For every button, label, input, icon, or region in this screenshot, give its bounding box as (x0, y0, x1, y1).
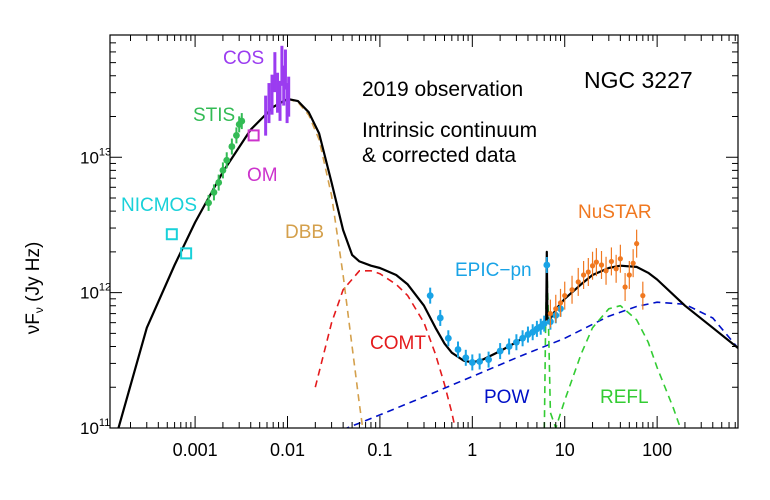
nustar-point (613, 266, 619, 272)
label-nustar: NuSTAR (578, 202, 652, 223)
epic-pn-point (444, 334, 452, 342)
axis-tick-labels: 0.001 0.01 0.1 1 10 100 1011 1012 1013 (80, 146, 672, 460)
nustar-point (585, 269, 591, 275)
epic-pn-point (485, 356, 492, 364)
nustar-point (553, 306, 559, 312)
series-pow-line (344, 301, 738, 428)
annotation-corrected: & corrected data (362, 144, 516, 167)
nustar-point (617, 256, 623, 262)
y-axis-label-subscript: ν (32, 307, 46, 313)
stis-point (228, 143, 236, 150)
epic-pn-point (476, 358, 484, 365)
nustar-point (608, 258, 615, 265)
nustar-point (589, 263, 596, 269)
x-tick-label: 0.001 (173, 440, 218, 460)
stis-point (219, 166, 227, 174)
epic-pn-point (513, 338, 520, 346)
label-cos: COS (223, 48, 264, 69)
series-comt-line (314, 270, 456, 428)
label-dbb: DBB (285, 222, 324, 243)
y-tick-label: 1012 (80, 282, 111, 303)
nustar-point (569, 287, 575, 293)
om-point (247, 129, 260, 142)
y-axis-label: νFν (Jy Hz) (23, 242, 46, 335)
annotation-observation: 2019 observation (362, 78, 523, 101)
epic-pn-point (505, 343, 513, 350)
label-refl: REFL (600, 387, 649, 408)
stis-point (233, 132, 240, 139)
nustar-point (634, 241, 640, 247)
x-tick-label: 1 (467, 440, 477, 460)
x-tick-label: 10 (555, 440, 575, 460)
label-epic-pn: EPIC−pn (455, 260, 532, 281)
series-total-line (117, 97, 738, 428)
axis-ticks (110, 34, 738, 429)
label-om: OM (247, 165, 278, 186)
y-tick-label: 1011 (80, 417, 110, 438)
label-comt: COMT (370, 333, 426, 354)
model-curves (117, 97, 738, 428)
nustar-point (562, 293, 568, 299)
x-tick-label: 0.1 (367, 440, 392, 460)
annotation-target: NGC 3227 (584, 67, 693, 93)
epic-pn-point (468, 359, 476, 366)
nustar-point (547, 310, 554, 317)
stis-point (238, 117, 246, 125)
epic-pn-point (519, 334, 526, 342)
x-tick-label: 0.01 (270, 440, 305, 460)
annotation-intrinsic: Intrinsic continuum (362, 119, 537, 142)
nustar-point (580, 272, 587, 278)
label-pow: POW (484, 387, 529, 408)
nicmos-point (180, 247, 193, 260)
epic-pn-point (454, 346, 462, 353)
stis-point (205, 199, 212, 207)
epic-pn-point (436, 314, 444, 322)
epic-pn-point (462, 354, 470, 362)
nustar-point (598, 262, 605, 268)
y-axis-label-main: νF (23, 313, 44, 334)
x-tick-label: 100 (642, 440, 672, 460)
nustar-point (593, 259, 599, 265)
data-points (165, 45, 646, 371)
y-axis-label-unit: (Jy Hz) (23, 242, 44, 307)
nustar-point (626, 272, 632, 278)
nustar-point (557, 300, 564, 306)
epic-pn-point (540, 320, 548, 328)
nustar-point (622, 284, 628, 290)
y-tick-label: 1013 (80, 146, 111, 167)
nustar-point (630, 260, 636, 266)
label-nicmos: NICMOS (121, 195, 197, 216)
label-stis: STIS (193, 105, 235, 126)
nicmos-point (165, 228, 178, 241)
epic-pn-point (426, 292, 434, 300)
epic-pn-point (496, 347, 504, 355)
epic-pn-point (543, 261, 551, 269)
stis-point (210, 189, 218, 196)
nustar-point (575, 279, 581, 285)
stis-point (215, 179, 223, 186)
stis-point (223, 156, 231, 164)
series-dbb-line (117, 98, 364, 428)
nustar-point (640, 293, 646, 299)
nustar-point (603, 268, 609, 274)
